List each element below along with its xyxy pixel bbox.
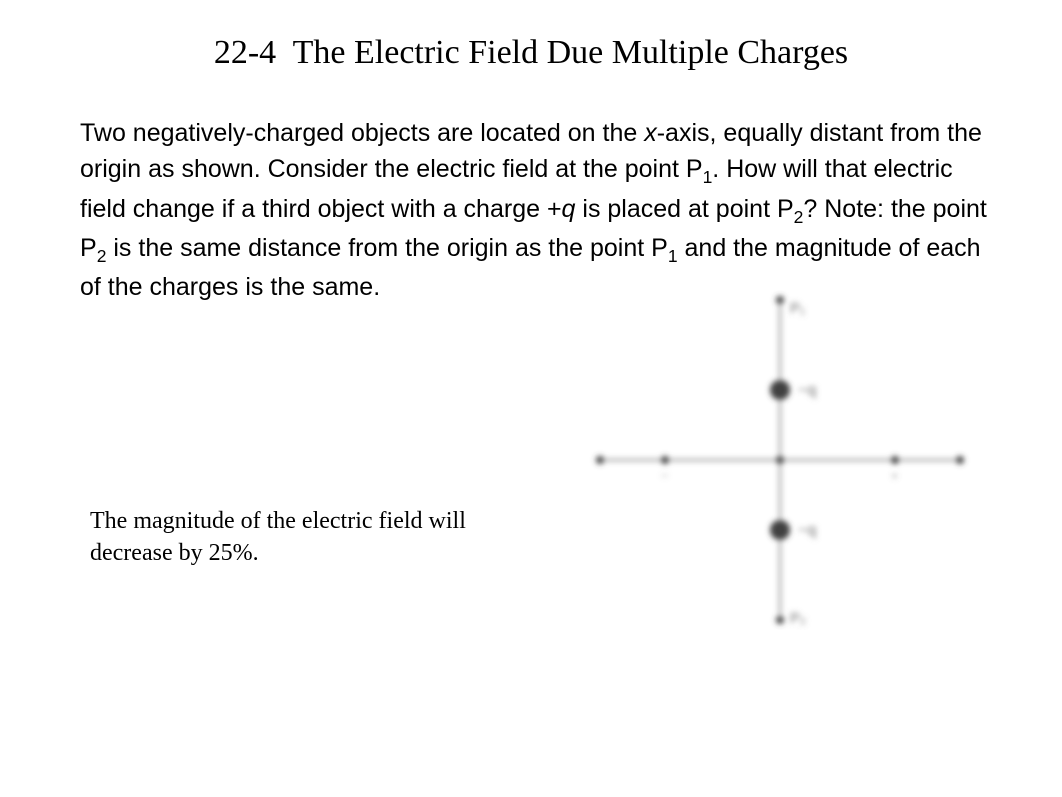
section-number: 22-4 (214, 34, 276, 71)
x-axis-var: x (644, 119, 657, 147)
svg-text:−: − (661, 468, 668, 483)
text: is the same distance from the origin as … (106, 234, 667, 262)
svg-text:−q: −q (798, 522, 816, 539)
subscript: 1 (668, 246, 678, 266)
subscript: 2 (97, 246, 107, 266)
text: is placed at point P (575, 195, 793, 223)
answer-text: The magnitude of the electric field will… (90, 505, 470, 570)
subscript: 1 (703, 167, 713, 187)
svg-text:+: + (891, 468, 898, 483)
svg-text:P₂: P₂ (790, 610, 806, 627)
slide-title: 22-4 The Electric Field Due Multiple Cha… (0, 34, 1062, 72)
svg-text:−q: −q (798, 382, 816, 399)
problem-statement: Two negatively-charged objects are locat… (80, 115, 1000, 306)
text: Two negatively-charged objects are locat… (80, 119, 644, 147)
charge-var: q (562, 195, 576, 223)
section-text: The Electric Field Due Multiple Charges (293, 34, 849, 71)
subscript: 2 (794, 207, 804, 227)
charge-diagram: −q −q P₁ P₂ − + (560, 290, 1000, 630)
svg-text:P₁: P₁ (790, 300, 805, 317)
